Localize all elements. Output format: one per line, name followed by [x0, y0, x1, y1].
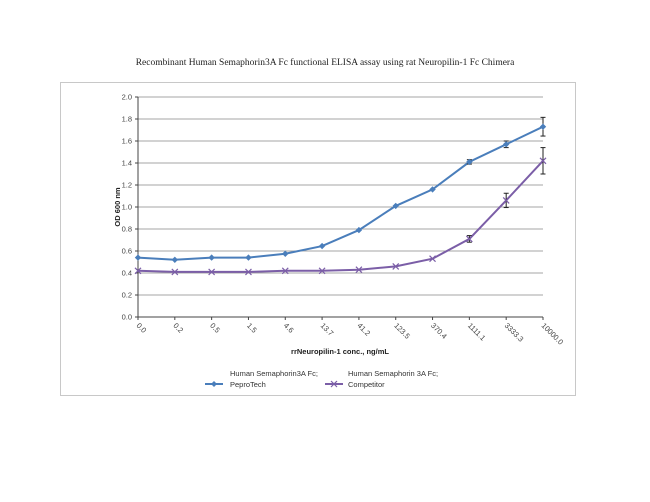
- y-tick-label: 1.2: [122, 181, 132, 190]
- chart-title: Recombinant Human Semaphorin3A Fc functi…: [135, 58, 515, 68]
- y-tick-label: 0.6: [122, 247, 132, 256]
- x-tick-label: 123.5: [392, 321, 412, 341]
- series-line: [137, 125, 544, 261]
- x-marker: [245, 268, 252, 276]
- y-tick-label: 0.2: [122, 291, 132, 300]
- legend-label-line1: Human Semaphorin3A Fc;: [230, 369, 318, 378]
- y-axis-title: OD 600 nm: [113, 187, 122, 227]
- x-axis-title: rrNeuropilin-1 conc., ng/mL: [291, 347, 389, 356]
- diamond-marker: [134, 254, 142, 261]
- legend-diamond-icon: [211, 381, 217, 387]
- diamond-marker: [392, 202, 399, 210]
- x-marker: [318, 267, 326, 275]
- diamond-marker: [318, 242, 326, 250]
- x-tick-label: 0.5: [208, 321, 222, 335]
- y-tick-label: 1.0: [122, 203, 132, 212]
- x-marker: [208, 268, 216, 276]
- diamond-marker: [355, 226, 363, 234]
- diamond-marker: [539, 123, 547, 130]
- diamond-marker: [171, 256, 179, 263]
- x-marker: [171, 268, 179, 276]
- x-tick-label: 0.0: [135, 321, 149, 335]
- x-tick-label: 370.4: [429, 321, 449, 341]
- x-marker: [392, 262, 400, 270]
- diamond-marker: [466, 158, 473, 166]
- x-marker: [355, 266, 363, 274]
- diamond-marker: [282, 250, 289, 257]
- x-tick-label: 1.5: [245, 321, 259, 335]
- x-axis-ticks: 0.0 0.2 0.5 1.5 4.6 13.7 41.2 123.5 370.4 1111.1 3…: [135, 317, 566, 347]
- legend-label-line2: PeproTech: [230, 380, 266, 389]
- y-tick-label: 1.4: [122, 159, 132, 168]
- x-marker: [465, 235, 473, 243]
- diamond-marker: [502, 141, 510, 148]
- x-tick-label: 10000.0: [540, 321, 566, 347]
- chart-frame: [60, 82, 576, 396]
- x-marker: [502, 196, 510, 204]
- legend-item-peprotech: Human Semaphorin3A Fc; PeproTech: [205, 369, 318, 389]
- legend-x-icon: [330, 380, 338, 388]
- x-tick-label: 1111.1: [466, 321, 487, 342]
- y-tick-label: 1.6: [122, 137, 132, 146]
- x-marker: [134, 267, 142, 275]
- x-marker: [281, 267, 289, 275]
- diamond-marker: [429, 186, 436, 193]
- legend-label-line2: Competitor: [348, 380, 385, 389]
- x-tick-label: 0.2: [171, 321, 185, 335]
- legend-item-competitor: Human Semaphorin 3A Fc; Competitor: [325, 369, 438, 389]
- series-peprotech: [134, 116, 547, 263]
- gridlines: [138, 96, 543, 296]
- y-tick-label: 2.0: [122, 93, 132, 102]
- x-marker: [429, 255, 436, 263]
- diamond-marker: [245, 254, 252, 261]
- x-marker: [539, 157, 547, 165]
- x-tick-label: 13.7: [319, 321, 336, 338]
- y-tick-label: 0.0: [122, 313, 132, 322]
- x-tick-label: 41.2: [355, 321, 372, 338]
- y-tick-label: 0.4: [122, 269, 132, 278]
- x-tick-label: 3333.3: [503, 321, 526, 344]
- series-line: [137, 160, 544, 273]
- x-tick-label: 4.6: [282, 321, 296, 335]
- series-competitor: [134, 147, 547, 276]
- y-axis-ticks: 0.0 0.2 0.4 0.6 0.8 1.0 1.2 1.4 1.6 1.8 2.0: [122, 93, 138, 322]
- y-tick-label: 1.8: [122, 115, 132, 124]
- legend-label-line1: Human Semaphorin 3A Fc;: [348, 369, 438, 378]
- diamond-marker: [208, 254, 215, 261]
- y-tick-label: 0.8: [122, 225, 132, 234]
- data-series: [134, 116, 547, 276]
